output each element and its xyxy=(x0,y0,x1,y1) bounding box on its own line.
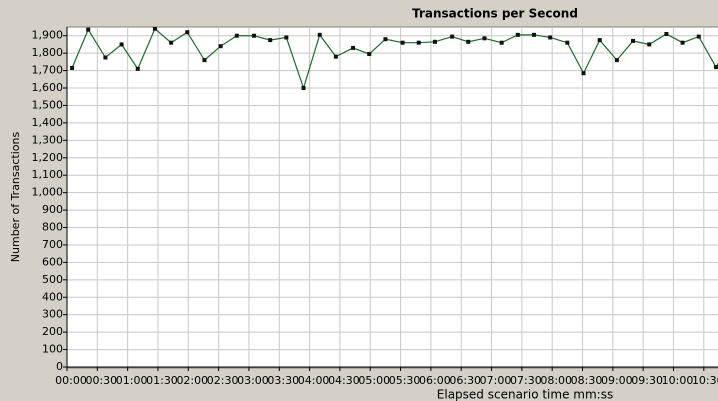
y-tick-label: 700 xyxy=(42,238,63,251)
y-tick-label: 1,100 xyxy=(32,168,64,181)
chart-title: Transactions per Second xyxy=(412,7,578,21)
point xyxy=(565,40,570,45)
x-tick-label: 04:30 xyxy=(328,374,360,387)
point xyxy=(103,55,108,60)
point xyxy=(169,40,174,45)
point xyxy=(86,27,91,32)
y-tick-label: 1,700 xyxy=(32,64,64,77)
point xyxy=(581,71,586,76)
point xyxy=(333,54,338,59)
point xyxy=(268,38,273,43)
point xyxy=(400,40,405,45)
point xyxy=(135,66,140,71)
point xyxy=(680,40,685,45)
y-tick-label: 1,800 xyxy=(32,46,64,59)
x-tick-label: 05:00 xyxy=(358,374,390,387)
x-tick-label: 10:30 xyxy=(692,374,718,387)
point xyxy=(351,45,356,50)
grid xyxy=(66,27,718,368)
point xyxy=(664,31,669,36)
point xyxy=(284,35,289,40)
y-tick-label: 600 xyxy=(42,255,63,268)
point xyxy=(515,32,520,37)
x-tick-label: 09:00 xyxy=(601,374,633,387)
point xyxy=(251,33,256,38)
point xyxy=(301,86,306,91)
y-axis-title: Number of Transactions xyxy=(9,132,22,263)
y-tick-label: 100 xyxy=(42,343,63,356)
y-tick-label: 400 xyxy=(42,290,63,303)
point xyxy=(185,30,190,35)
point xyxy=(631,38,636,43)
x-tick-label: 04:00 xyxy=(298,374,330,387)
x-tick-label: 02:30 xyxy=(207,374,239,387)
point xyxy=(202,58,207,63)
y-tick-label: 1,400 xyxy=(32,116,64,129)
series xyxy=(70,27,718,91)
y-tick-label: 900 xyxy=(42,203,63,216)
y-tick-label: 1,200 xyxy=(32,151,64,164)
point xyxy=(317,32,322,37)
x-tick-label: 07:30 xyxy=(510,374,542,387)
point xyxy=(450,34,455,39)
y-tick-label: 0 xyxy=(56,360,63,373)
point xyxy=(367,52,372,57)
point xyxy=(119,42,124,47)
x-tick-label: 02:00 xyxy=(176,374,208,387)
point xyxy=(152,27,157,31)
x-tick-label: 08:00 xyxy=(540,374,572,387)
point xyxy=(416,40,421,45)
x-tick-label: 01:30 xyxy=(146,374,178,387)
x-tick-label: 09:30 xyxy=(631,374,663,387)
point xyxy=(713,65,718,70)
point xyxy=(466,39,471,44)
y-tick-label: 1,900 xyxy=(32,29,64,42)
x-tick-label: 01:00 xyxy=(116,374,148,387)
point xyxy=(482,36,487,41)
plot-area xyxy=(66,26,718,369)
point xyxy=(548,35,553,40)
y-tick-label: 200 xyxy=(42,325,63,338)
y-tick-label: 1,600 xyxy=(32,81,64,94)
x-tick-label: 06:00 xyxy=(419,374,451,387)
x-tick-label: 03:00 xyxy=(237,374,269,387)
x-axis-title: Elapsed scenario time mm:ss xyxy=(437,388,613,401)
point xyxy=(70,65,75,70)
x-tick-label: 00:30 xyxy=(85,374,117,387)
y-tick-label: 800 xyxy=(42,221,63,234)
y-tick-label: 1,000 xyxy=(32,186,64,199)
y-tick-label: 500 xyxy=(42,273,63,286)
x-tick-label: 10:00 xyxy=(662,374,694,387)
point xyxy=(597,38,602,43)
point xyxy=(234,33,239,38)
point xyxy=(696,34,701,39)
point xyxy=(383,37,388,42)
x-tick-label: 05:30 xyxy=(389,374,421,387)
y-tick-label: 1,300 xyxy=(32,133,64,146)
y-tick-label: 1,500 xyxy=(32,98,64,111)
point xyxy=(499,40,504,45)
point xyxy=(432,39,437,44)
point xyxy=(614,58,619,63)
point xyxy=(647,42,652,47)
x-tick-label: 07:00 xyxy=(480,374,512,387)
x-tick-label: 03:30 xyxy=(267,374,299,387)
x-tick-label: 00:00 xyxy=(55,374,87,387)
x-tick-label: 08:30 xyxy=(571,374,603,387)
point xyxy=(218,44,223,49)
y-tick-label: 300 xyxy=(42,308,63,321)
point xyxy=(531,32,536,37)
x-tick-label: 06:30 xyxy=(449,374,481,387)
